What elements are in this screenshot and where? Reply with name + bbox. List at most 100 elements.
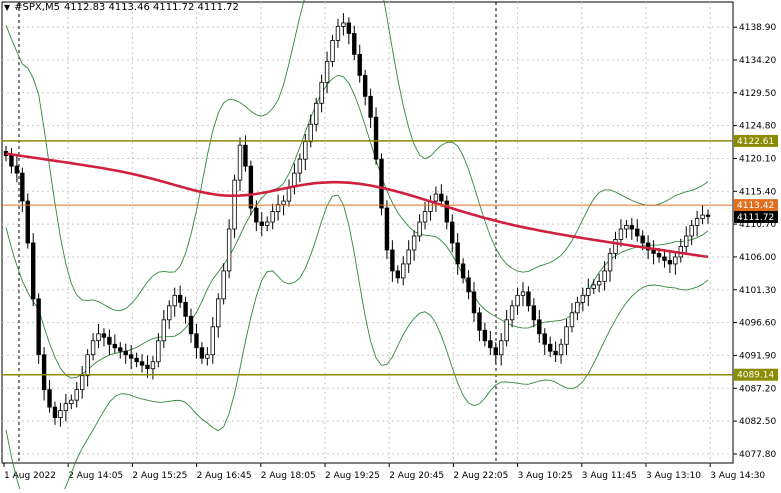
ask-price-label: 4113.42 bbox=[737, 201, 774, 211]
candle-body bbox=[586, 287, 591, 296]
bid-price-tag bbox=[734, 210, 778, 223]
candle-body bbox=[575, 301, 580, 314]
candle-body bbox=[504, 319, 509, 342]
candle-body bbox=[139, 361, 145, 366]
candle-body bbox=[36, 298, 41, 356]
candle-body bbox=[128, 354, 134, 359]
candle-body bbox=[14, 165, 20, 174]
candle-body bbox=[134, 357, 139, 363]
candle-body bbox=[444, 200, 449, 223]
candle-body bbox=[547, 343, 553, 352]
candle-body bbox=[31, 242, 36, 300]
candle-body bbox=[477, 312, 482, 331]
candle-body bbox=[123, 350, 128, 356]
y-tick-label: 4091.90 bbox=[739, 351, 776, 361]
candle-body bbox=[194, 333, 199, 349]
y-tick-label: 4106.00 bbox=[739, 253, 776, 263]
candle-body bbox=[390, 249, 395, 272]
candle-body bbox=[689, 225, 694, 237]
candle-body bbox=[161, 319, 167, 342]
candle-body bbox=[248, 165, 254, 209]
candle-body bbox=[243, 144, 248, 167]
candle-body bbox=[509, 305, 515, 321]
y-tick-label: 4082.50 bbox=[739, 417, 776, 427]
triangle-down-icon[interactable]: ▼ bbox=[4, 3, 11, 12]
candle-body bbox=[210, 326, 215, 356]
candle-body bbox=[537, 319, 542, 335]
candle-body bbox=[667, 260, 673, 265]
candle-body bbox=[303, 141, 308, 160]
candle-body bbox=[313, 102, 319, 125]
y-tick-label: 4096.60 bbox=[739, 319, 776, 329]
candle-body bbox=[9, 155, 14, 167]
candle-body bbox=[569, 312, 575, 328]
candle-body bbox=[330, 40, 335, 62]
candle-body bbox=[281, 200, 286, 205]
ask-price-tag bbox=[734, 199, 778, 212]
candle-body bbox=[352, 33, 357, 55]
bollinger-upper-band bbox=[5, 0, 709, 312]
candle-body bbox=[20, 172, 25, 202]
candle-body bbox=[270, 211, 275, 223]
candle-body bbox=[493, 347, 498, 356]
candle-body bbox=[177, 294, 183, 303]
ohlc-readout: 4112.83 4113.46 4111.72 4111.72 bbox=[63, 2, 239, 13]
x-tick-label: 1 Aug 2022 bbox=[4, 471, 56, 481]
candle-body bbox=[275, 204, 281, 212]
y-tick-label: 4110.70 bbox=[739, 220, 776, 230]
x-tick-label: 2 Aug 16:45 bbox=[197, 471, 252, 481]
candle-body bbox=[471, 291, 477, 314]
chart-header: ▼ #SPX,M5 4112.83 4113.46 4111.72 4111.7… bbox=[4, 2, 239, 13]
candle-body bbox=[602, 270, 607, 282]
candle-body bbox=[624, 225, 629, 230]
candle-body bbox=[673, 256, 678, 265]
candle-body bbox=[384, 207, 390, 251]
candle-body bbox=[232, 179, 237, 230]
candle-body bbox=[460, 263, 466, 279]
y-tick-label: 4120.10 bbox=[739, 154, 776, 164]
candle-body bbox=[150, 361, 156, 370]
candle-body bbox=[455, 242, 460, 265]
candle-body bbox=[433, 193, 439, 202]
y-tick-label: 4101.30 bbox=[739, 286, 776, 296]
x-tick-label: 3 Aug 13:10 bbox=[646, 471, 701, 481]
candle-body bbox=[357, 53, 362, 76]
candle-body bbox=[411, 235, 417, 251]
candle-body bbox=[401, 263, 406, 279]
x-tick-label: 2 Aug 14:05 bbox=[68, 471, 123, 481]
candle-body bbox=[422, 211, 428, 223]
candle-body bbox=[254, 207, 259, 223]
candle-body bbox=[183, 301, 188, 317]
candle-body bbox=[63, 403, 69, 412]
candle-body bbox=[417, 221, 422, 237]
candle-body bbox=[684, 235, 689, 247]
symbol-label: #SPX,M5 bbox=[14, 2, 60, 13]
candle-body bbox=[406, 249, 411, 265]
candle-body bbox=[107, 336, 112, 345]
candle-body bbox=[335, 26, 341, 41]
candle-body bbox=[167, 305, 172, 321]
x-tick-label: 2 Aug 19:25 bbox=[325, 471, 380, 481]
candle-body bbox=[156, 340, 161, 363]
candle-body bbox=[90, 340, 96, 356]
level-price-tag bbox=[734, 134, 778, 147]
bid-price-label: 4111.72 bbox=[737, 213, 774, 223]
y-tick-label: 4134.20 bbox=[739, 56, 776, 66]
x-tick-label: 2 Aug 15:25 bbox=[132, 471, 187, 481]
candle-body bbox=[188, 315, 194, 335]
candle-body bbox=[145, 364, 150, 370]
candle-body bbox=[118, 347, 123, 352]
candle-body bbox=[700, 214, 705, 219]
candle-body bbox=[346, 22, 352, 34]
candle-body bbox=[74, 389, 79, 401]
y-tick-label: 4129.50 bbox=[739, 89, 776, 99]
candle-body bbox=[85, 354, 90, 377]
x-tick-label: 2 Aug 20:45 bbox=[389, 471, 444, 481]
candle-body bbox=[112, 343, 118, 349]
candle-body bbox=[69, 399, 74, 405]
candle-body bbox=[362, 74, 368, 97]
candle-body bbox=[297, 158, 303, 174]
level-price-tag bbox=[734, 368, 778, 381]
